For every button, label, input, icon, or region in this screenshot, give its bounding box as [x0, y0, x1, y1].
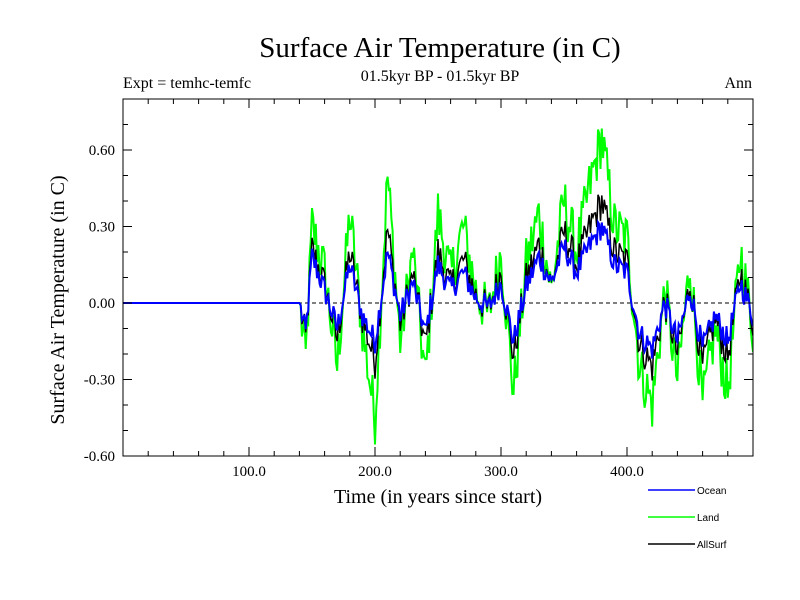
y-tick-label: 0.00: [89, 296, 115, 312]
series-ocean-line: [123, 218, 753, 359]
legend: Ocean Land AllSurf: [648, 486, 727, 551]
y-tick-label: 0.30: [89, 220, 115, 236]
legend-ocean-label: Ocean: [697, 486, 726, 497]
y-axis-label: Surface Air Temperature (in C): [47, 175, 69, 424]
series-layer: [123, 128, 753, 445]
season-label: Ann: [724, 75, 752, 92]
x-axis-label: Time (in years since start): [334, 486, 542, 508]
y-tick-label: -0.30: [84, 373, 115, 389]
chart-subtitle: 01.5kyr BP - 01.5kyr BP: [361, 68, 520, 85]
y-axis: 0.60 0.30 0.00 -0.30 -0.60: [84, 98, 753, 465]
x-tick-label: 100.0: [232, 464, 266, 480]
plot-frame: [122, 98, 754, 457]
x-axis: 100.0 200.0 300.0 400.0: [147, 99, 729, 480]
y-tick-label: 0.60: [89, 143, 115, 159]
experiment-label: Expt = temhc-temfc: [123, 75, 251, 92]
series-land-line: [123, 128, 753, 445]
x-tick-label: 200.0: [358, 464, 392, 480]
legend-allsurf-label: AllSurf: [697, 540, 727, 551]
chart-title: Surface Air Temperature (in C): [259, 32, 620, 64]
legend-land-label: Land: [697, 513, 719, 524]
x-tick-label: 400.0: [610, 464, 644, 480]
y-tick-label: -0.60: [84, 449, 115, 465]
x-tick-label: 300.0: [484, 464, 518, 480]
